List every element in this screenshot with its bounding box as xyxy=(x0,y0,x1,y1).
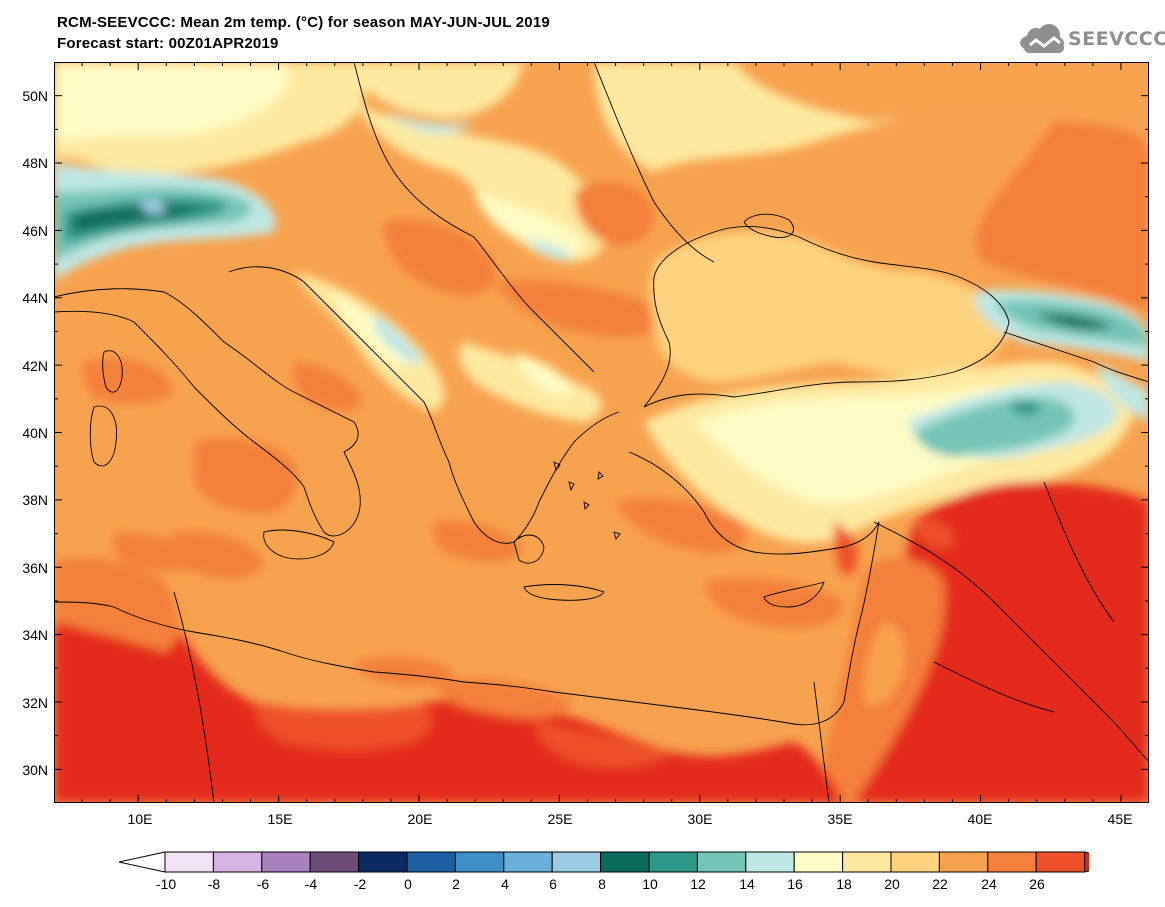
lat-label: 48N xyxy=(22,155,48,171)
colorbar-box xyxy=(842,851,892,873)
colorbar-label: 4 xyxy=(501,876,509,892)
lat-label: 32N xyxy=(22,695,48,711)
logo-text: SEEVCCC xyxy=(1068,28,1165,50)
colorbar-box xyxy=(648,851,698,873)
colorbar-label: 18 xyxy=(836,876,852,892)
colorbar-box xyxy=(358,851,408,873)
lon-label: 35E xyxy=(827,811,853,827)
colorbar xyxy=(118,851,1089,873)
colorbar-box xyxy=(406,851,456,873)
colorbar-box xyxy=(212,851,263,873)
colorbar-label: 12 xyxy=(690,876,706,892)
lat-label: 50N xyxy=(22,88,48,104)
colorbar-box xyxy=(793,851,844,873)
colorbar-box xyxy=(164,851,214,873)
colorbar-label: -8 xyxy=(207,876,221,892)
lon-label: 40E xyxy=(967,811,993,827)
lat-label: 34N xyxy=(22,627,48,643)
colorbar-box xyxy=(696,851,747,873)
colorbar-box xyxy=(1035,851,1086,873)
lon-label: 30E xyxy=(687,811,713,827)
temperature-contours xyxy=(54,62,1149,803)
colorbar-label: -10 xyxy=(155,876,177,892)
colorbar-label: 26 xyxy=(1029,876,1045,892)
coastlines xyxy=(54,62,1149,803)
colorbar-label: 6 xyxy=(549,876,557,892)
colorbar-box xyxy=(503,851,553,873)
lon-label: 10E xyxy=(127,811,153,827)
chart-subtitle: Forecast start: 00Z01APR2019 xyxy=(57,35,279,52)
colorbar-label: 22 xyxy=(932,876,948,892)
colorbar-label: 14 xyxy=(739,876,755,892)
lat-label: 44N xyxy=(22,290,48,306)
lat-label: 30N xyxy=(22,762,48,778)
colorbar-box xyxy=(454,851,505,873)
colorbar-box xyxy=(987,851,1037,873)
lon-label: 20E xyxy=(407,811,433,827)
colorbar-box xyxy=(890,851,940,873)
colorbar-label: 0 xyxy=(404,876,412,892)
colorbar-box xyxy=(745,851,795,873)
lon-label: 45E xyxy=(1107,811,1133,827)
colorbar-label: -2 xyxy=(353,876,367,892)
colorbar-box xyxy=(551,851,602,873)
lat-label: 38N xyxy=(22,492,48,508)
colorbar-label: 20 xyxy=(884,876,900,892)
lon-label: 15E xyxy=(267,811,293,827)
axis-ticks xyxy=(54,62,1149,803)
colorbar-label: -4 xyxy=(304,876,318,892)
lat-label: 36N xyxy=(22,560,48,576)
colorbar-under-arrow xyxy=(118,851,166,873)
colorbar-label: 10 xyxy=(642,876,658,892)
lat-label: 42N xyxy=(22,358,48,374)
colorbar-box xyxy=(938,851,989,873)
colorbar-label: 24 xyxy=(981,876,997,892)
colorbar-box xyxy=(261,851,311,873)
lon-label: 25E xyxy=(547,811,573,827)
lat-label: 40N xyxy=(22,425,48,441)
colorbar-label: -6 xyxy=(256,876,270,892)
colorbar-over-arrow xyxy=(1084,851,1089,873)
cloud-logo-icon xyxy=(1020,24,1064,53)
colorbar-box xyxy=(309,851,360,873)
colorbar-label: 2 xyxy=(452,876,460,892)
colorbar-label: 16 xyxy=(787,876,803,892)
temperature-map xyxy=(54,62,1149,803)
chart-title: RCM-SEEVCCC: Mean 2m temp. (°C) for seas… xyxy=(57,14,550,31)
colorbar-box xyxy=(600,851,650,873)
lat-label: 46N xyxy=(22,223,48,239)
colorbar-label: 8 xyxy=(598,876,606,892)
